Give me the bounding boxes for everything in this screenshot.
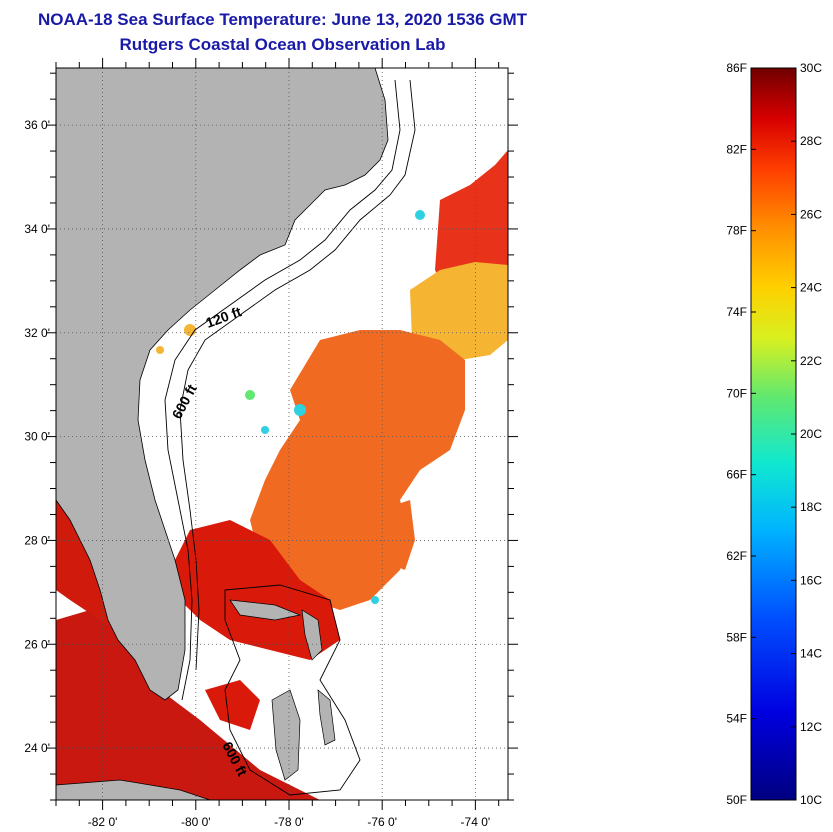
map-subtitle: Rutgers Coastal Ocean Observation Lab	[119, 35, 446, 54]
colorbar-fahrenheit-label: 50F	[726, 793, 747, 807]
lat-tick-label: 24 0'	[24, 741, 50, 755]
temperature-colorbar: 86F 82F 78F 74F 70F 66F 62F 58F 54F 50F 30C 28C 26C 2…	[726, 61, 822, 807]
colorbar-celsius-label: 28C	[800, 134, 822, 148]
colorbar-celsius-label: 30C	[800, 61, 822, 75]
bahamas-island-grand	[229, 599, 302, 621]
colorbar-celsius-label: 20C	[800, 427, 822, 441]
sst-patch-yellow	[410, 262, 508, 360]
lat-tick-label: 32 0'	[24, 326, 50, 340]
bahamas-island-eleuthera	[317, 689, 336, 746]
cuba-edge	[56, 779, 211, 800]
colorbar-fahrenheit-label: 62F	[726, 549, 747, 563]
us-mainland	[56, 68, 389, 701]
lat-tick-label: 36 0'	[24, 118, 50, 132]
lon-tick-label: -74 0'	[461, 815, 491, 829]
colorbar-celsius-label: 26C	[800, 207, 822, 221]
lon-tick-label: -80 0'	[181, 815, 211, 829]
lat-tick-label: 34 0'	[24, 222, 50, 236]
sst-patch-central	[250, 330, 465, 610]
colorbar-celsius-label: 18C	[800, 500, 822, 514]
colorbar-fahrenheit-label: 82F	[726, 142, 747, 156]
bahamas-island-andros	[271, 689, 301, 781]
sst-cold-spot-4	[261, 426, 269, 434]
map-panel: 120 ft 600 ft 600 ft	[56, 68, 508, 800]
sst-cold-spot-1	[294, 404, 306, 416]
land-layer	[56, 68, 389, 800]
colorbar-fahrenheit-label: 66F	[726, 468, 747, 482]
sst-cold-spot-3	[415, 210, 425, 220]
lon-tick-label: -82 0'	[88, 815, 118, 829]
bahamas-island-abaco	[301, 609, 323, 661]
colorbar-gradient	[750, 67, 797, 801]
sst-patch-bahamas	[205, 680, 260, 730]
lon-tick-label: -78 0'	[274, 815, 304, 829]
lat-lon-grid	[56, 68, 508, 800]
contour-bahamas-bank	[224, 584, 361, 796]
sst-cold-spot-2	[245, 390, 255, 400]
colorbar-fahrenheit-label: 78F	[726, 224, 747, 238]
colorbar-fahrenheit-label: 58F	[726, 630, 747, 644]
colorbar-celsius-label: 10C	[800, 793, 822, 807]
sst-cold-spot-5	[371, 596, 379, 604]
map-title: NOAA-18 Sea Surface Temperature: June 13…	[37, 10, 528, 29]
lat-tick-label: 26 0'	[24, 637, 50, 651]
colorbar-celsius-label: 14C	[800, 647, 822, 661]
lat-tick-label: 30 0'	[24, 430, 50, 444]
bathymetry-contours	[164, 79, 416, 796]
sst-yellow-spot-2	[156, 346, 164, 354]
sst-patch-gulf	[56, 610, 320, 800]
sst-yellow-spot-1	[184, 324, 196, 336]
contour-120ft	[164, 79, 401, 701]
sst-patch-east	[375, 500, 415, 570]
colorbar-fahrenheit-label: 70F	[726, 386, 747, 400]
lat-tick-label: 28 0'	[24, 533, 50, 547]
sst-patch-florida-warm	[175, 520, 340, 660]
colorbar-fahrenheit-label: 86F	[726, 61, 747, 75]
map-frame	[55, 67, 509, 801]
map-axes: 36 0' 34 0' 32 0' 30 0' 28 0' 26 0' 24 0' -82 0…	[24, 58, 518, 829]
colorbar-celsius-label: 24C	[800, 281, 822, 295]
colorbar-fahrenheit-label: 54F	[726, 712, 747, 726]
lon-tick-label: -76 0'	[367, 815, 397, 829]
contour-600ft	[179, 79, 416, 671]
colorbar-celsius-label: 22C	[800, 354, 822, 368]
colorbar-labels: 86F 82F 78F 74F 70F 66F 62F 58F 54F 50F 30C 28C 26C 2…	[726, 61, 822, 807]
colorbar-celsius-label: 16C	[800, 573, 822, 587]
colorbar-fahrenheit-label: 74F	[726, 305, 747, 319]
colorbar-celsius-label: 12C	[800, 720, 822, 734]
